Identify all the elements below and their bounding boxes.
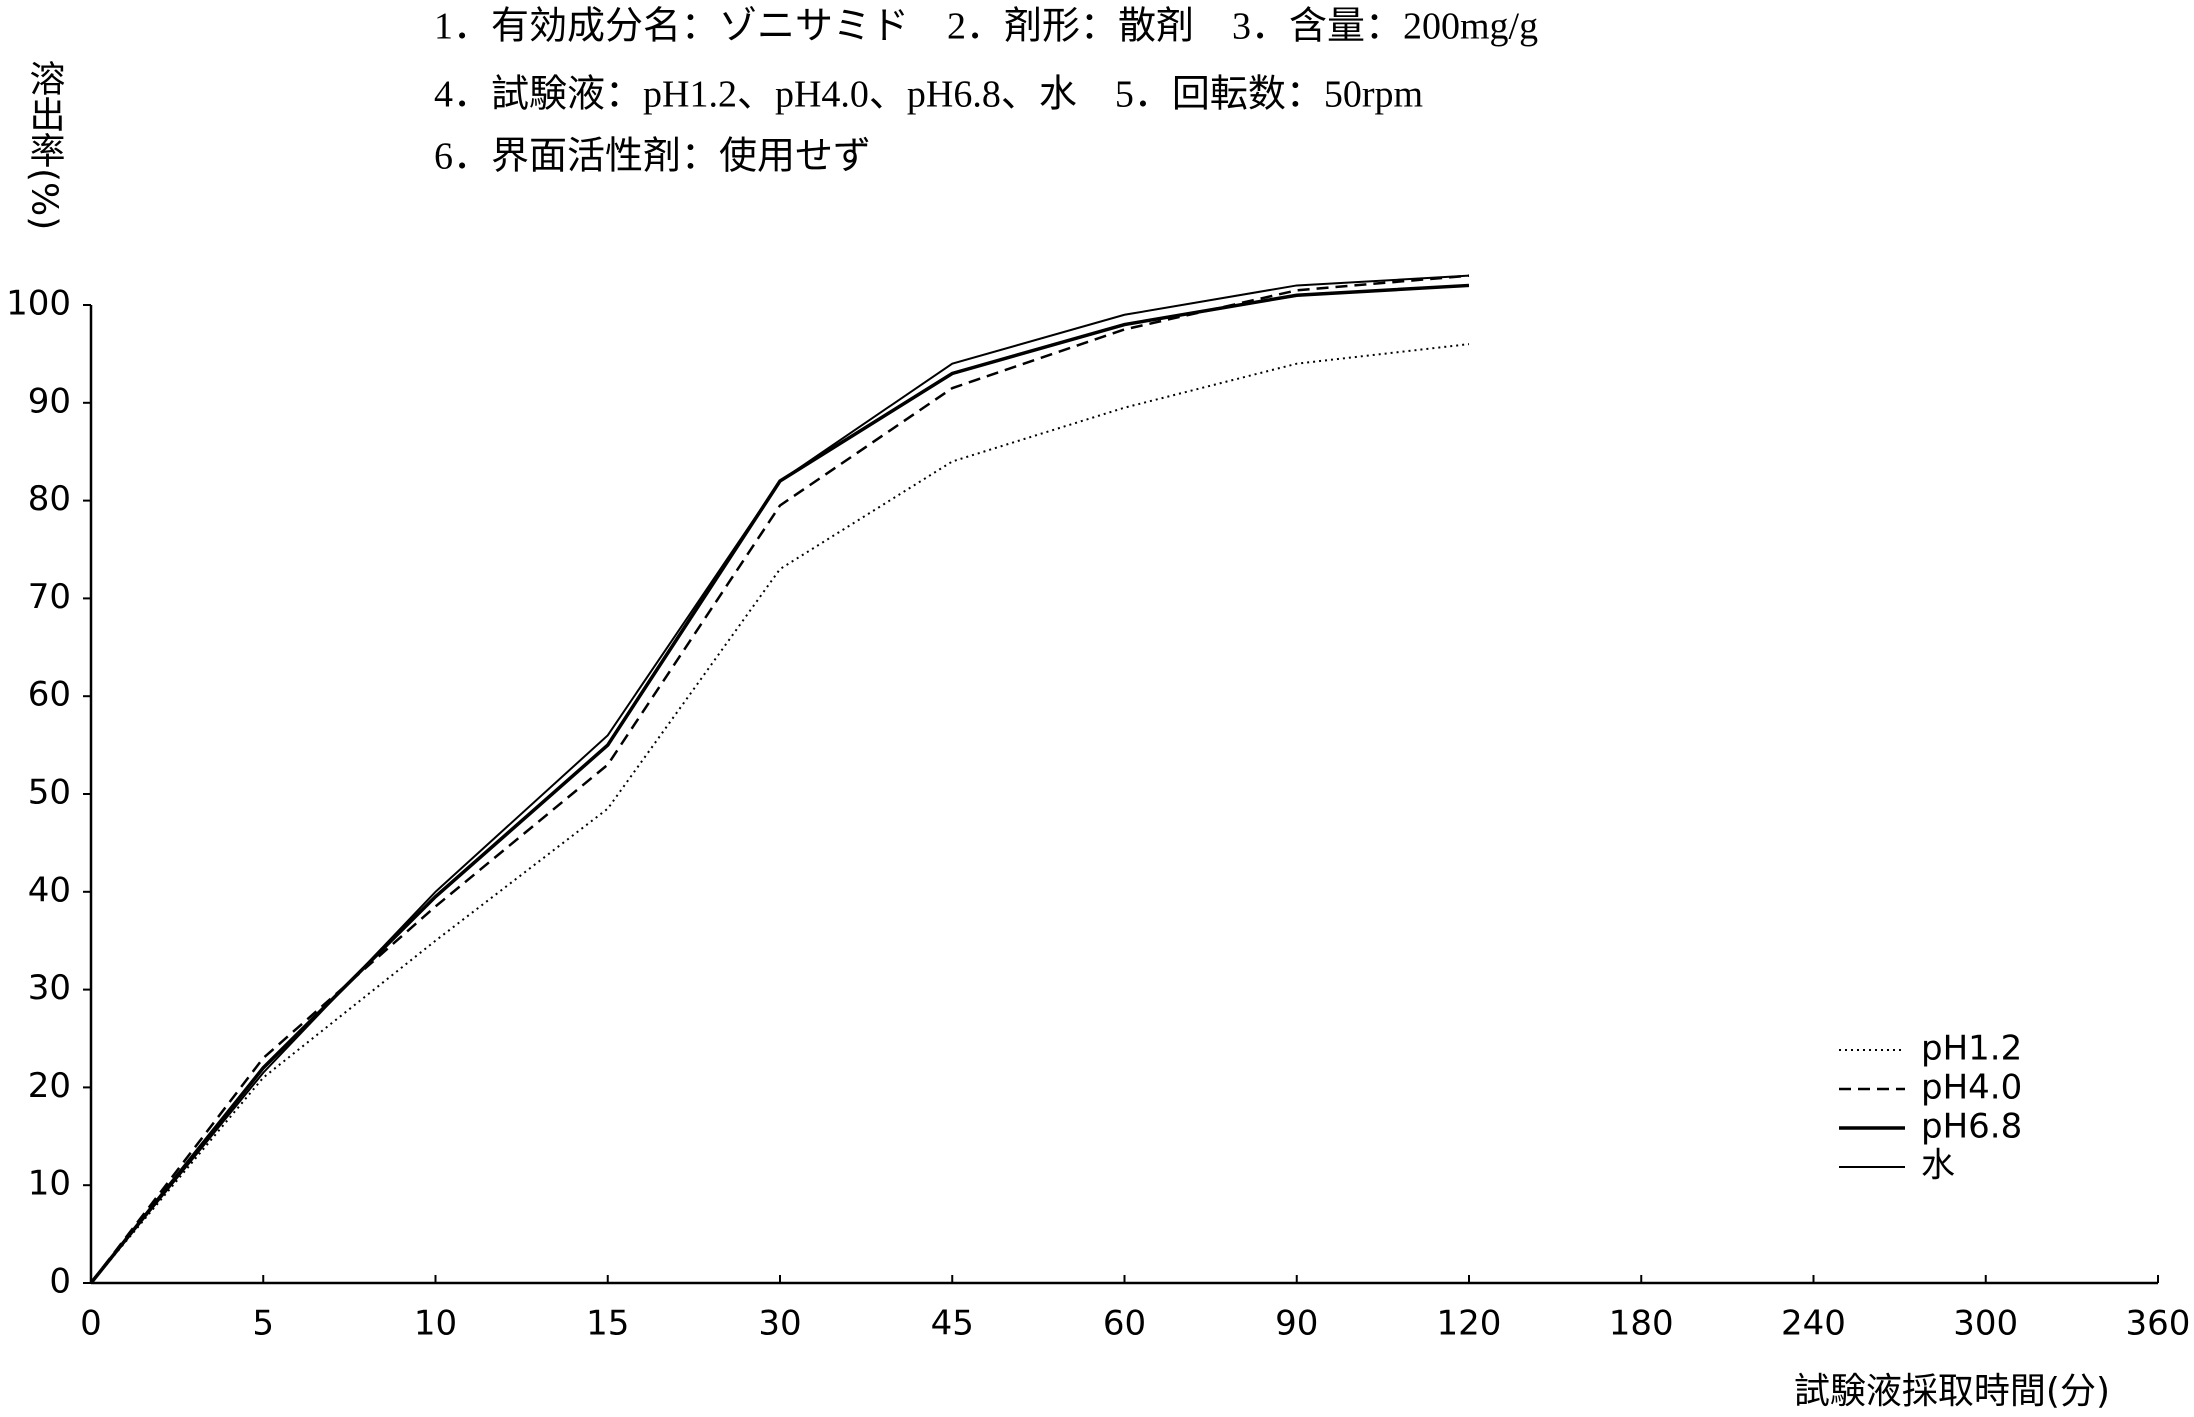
y-tick-label: 30 <box>28 968 71 1008</box>
x-tick-label: 120 <box>1437 1304 1502 1344</box>
y-tick-label: 40 <box>28 870 71 910</box>
legend-label: pH6.8 <box>1921 1107 2022 1147</box>
x-axis-label: 試験液採取時間(分) <box>1794 1371 2110 1412</box>
y-tick-label: 20 <box>28 1066 71 1106</box>
x-tick-label: 180 <box>1609 1304 1674 1344</box>
x-tick-label: 360 <box>2126 1304 2191 1344</box>
legend-label: pH1.2 <box>1921 1029 2022 1069</box>
x-tick-label: 5 <box>252 1304 274 1344</box>
series-line <box>90 343 1470 1284</box>
x-tick-label: 0 <box>80 1304 102 1344</box>
y-tick-label: 60 <box>28 675 71 715</box>
title-line: 4．試験液：pH1.2、pH4.0、pH6.8、水 5．回転数：50rpm <box>434 74 1423 116</box>
series-line <box>90 274 1470 1284</box>
y-tick-label: 80 <box>28 479 71 519</box>
y-tick-label: 100 <box>6 284 71 324</box>
y-axis-label: 溶出率(%) <box>24 60 65 231</box>
x-tick-label: 240 <box>1781 1304 1846 1344</box>
title-line: 1．有効成分名：ゾニサミド 2．剤形：散剤 3．含量：200mg/g <box>434 6 1538 48</box>
x-tick-label: 90 <box>1275 1304 1318 1344</box>
series-line <box>90 274 1470 1284</box>
y-tick-label: 90 <box>28 381 71 421</box>
legend-label: pH4.0 <box>1921 1068 2022 1108</box>
y-tick-label: 50 <box>28 773 71 813</box>
legend-label: 水 <box>1921 1146 1955 1186</box>
x-tick-label: 15 <box>586 1304 629 1344</box>
y-tick-label: 70 <box>28 577 71 617</box>
series-line <box>89 283 1470 1285</box>
y-tick-label: 0 <box>49 1262 71 1302</box>
x-tick-label: 30 <box>758 1304 801 1344</box>
y-tick-label: 10 <box>28 1164 71 1204</box>
x-tick-label: 60 <box>1103 1304 1146 1344</box>
title-line: 6．界面活性剤：使用せず <box>434 136 871 178</box>
x-tick-label: 300 <box>1953 1304 2018 1344</box>
x-tick-label: 45 <box>931 1304 974 1344</box>
x-tick-label: 10 <box>414 1304 457 1344</box>
